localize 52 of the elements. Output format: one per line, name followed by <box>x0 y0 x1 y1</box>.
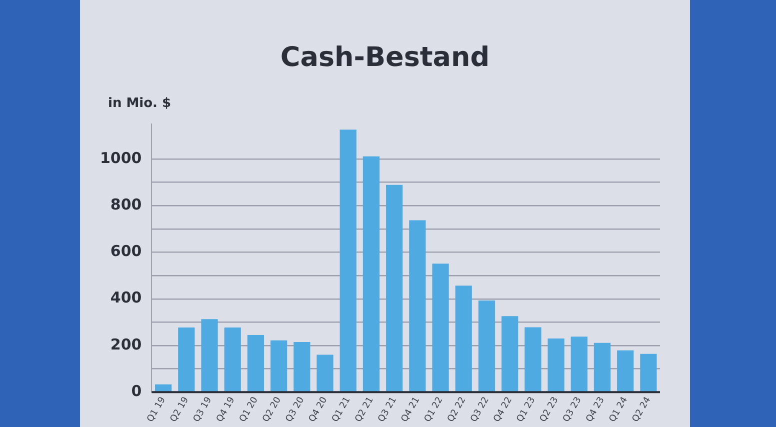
bar <box>247 334 264 392</box>
x-tick-label: Q3 23 <box>562 395 584 424</box>
x-tick-label: Q1 23 <box>515 395 538 424</box>
bar <box>640 354 657 392</box>
bar <box>154 384 172 392</box>
bar <box>362 156 380 392</box>
bar <box>386 184 403 392</box>
bar <box>548 338 564 392</box>
bar <box>316 354 334 392</box>
x-tick-label: Q1 19 <box>146 395 168 424</box>
bar <box>478 300 496 392</box>
x-tick-label: Q4 23 <box>584 395 607 424</box>
x-tick-label: Q2 22 <box>446 395 468 424</box>
bar <box>294 342 310 392</box>
bar <box>570 336 588 392</box>
bar <box>201 319 218 392</box>
x-tick-label: Q2 21 <box>354 395 376 424</box>
y-tick-label: 0 <box>131 382 142 400</box>
bar <box>224 328 241 392</box>
x-tick-label: Q4 22 <box>492 395 514 424</box>
x-tick-label: Q1 20 <box>238 395 260 424</box>
bar <box>340 130 356 392</box>
y-axis-title: in Mio. $ <box>108 96 172 111</box>
bar <box>178 328 195 392</box>
x-tick-label: Q3 19 <box>192 395 214 424</box>
x-tick-label: Q3 21 <box>376 395 399 424</box>
bar <box>617 350 634 392</box>
bar <box>594 342 611 392</box>
y-tick-label: 800 <box>110 195 142 214</box>
bar <box>524 327 542 392</box>
x-tick-label: Q3 20 <box>284 395 307 424</box>
bar <box>455 286 472 392</box>
bar <box>409 220 426 392</box>
bar <box>432 264 449 392</box>
x-tick-label: Q1 24 <box>608 395 630 424</box>
y-tick-label: 600 <box>110 242 142 260</box>
x-tick-label: Q2 23 <box>538 395 561 424</box>
y-tick-label: 1000 <box>100 148 142 167</box>
x-tick-label: Q2 19 <box>168 395 192 424</box>
x-tick-label: Q1 21 <box>330 395 353 424</box>
x-tick-label: Q2 20 <box>261 395 284 424</box>
chart-title: Cash-Bestand <box>279 42 491 73</box>
x-tick-label: Q4 21 <box>400 395 422 424</box>
x-tick-label: Q4 19 <box>215 395 238 424</box>
x-tick-label: Q3 22 <box>469 395 492 424</box>
y-tick-label: 400 <box>110 288 142 307</box>
x-tick-label: Q2 24 <box>630 395 654 424</box>
x-tick-label: Q1 22 <box>422 395 446 424</box>
x-tick-label: Q4 20 <box>307 395 330 424</box>
y-tick-label: 200 <box>110 335 142 354</box>
bar <box>502 316 518 392</box>
bar <box>270 340 288 392</box>
